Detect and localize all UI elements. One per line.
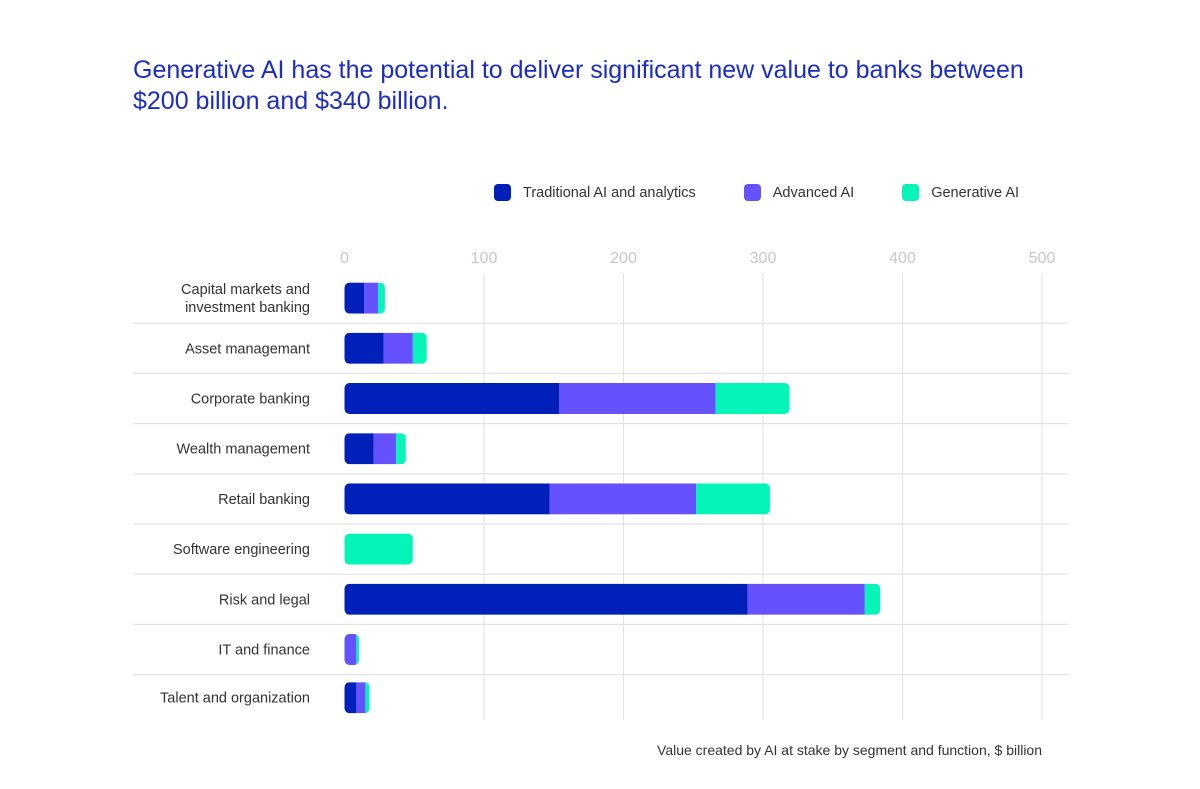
category-label: Wealth management [176,442,310,458]
category-label: Retail banking [218,492,310,508]
bar-segment-generative [356,634,360,665]
x-axis-label: Value created by AI at stake by segment … [657,742,1042,758]
category-label: Risk and legal [219,592,310,608]
bar-segment-advanced [344,634,357,665]
bar-segment-traditional [344,383,560,414]
bar-segment-advanced [549,483,697,515]
bar-segment-traditional [344,483,550,515]
bar-segment-advanced [559,383,716,414]
bar-segment-advanced [373,433,397,465]
bar-segment-traditional [344,583,748,615]
legend-swatch [494,184,511,201]
bar-segment-advanced [356,682,366,714]
bar-segment-generative [412,332,427,364]
category-label: Corporate banking [191,392,310,408]
bar-segment-generative [377,282,385,314]
legend-label: Advanced AI [772,184,855,201]
bar-segment-advanced [383,332,413,364]
bar-segment-generative [365,682,370,714]
bar-segment-traditional [344,282,365,314]
legend-swatch [743,184,761,201]
x-tick-label: 0 [340,250,349,267]
bar-group [344,634,360,665]
bar-group [344,383,790,414]
bar-segment-generative [696,483,770,515]
bar-group [344,583,881,615]
x-tick-label: 100 [471,250,498,267]
bar-segment-traditional [344,433,374,465]
legend: Traditional AI and analytics Advanced AI… [494,184,1067,201]
bar-group [344,433,406,465]
bar-group [344,282,385,314]
bar-group [344,332,427,364]
legend-label: Generative AI [931,184,1020,201]
category-label: Capital markets and [181,282,310,298]
bar-segment-traditional [344,332,384,364]
category-label: Asset managemant [185,341,310,357]
bar-segment-advanced [747,583,865,615]
legend-swatch [902,184,920,201]
category-label: IT and finance [218,643,310,659]
category-label: investment banking [185,300,310,316]
legend-label: Traditional AI and analytics [523,184,696,201]
legend-item-generative: Generative AI [902,184,1019,201]
legend-item-traditional: Traditional AI and analytics [494,184,696,201]
bar-segment-generative [396,433,406,465]
bar-group [344,682,370,714]
bar-segment-traditional [344,682,357,714]
x-tick-label: 200 [610,250,637,267]
bar-group [344,483,770,515]
category-label: Software engineering [173,542,310,558]
bar-segment-advanced [364,282,378,314]
chart-title: Generative AI has the potential to deliv… [133,56,1024,115]
bar-segment-generative [715,383,790,414]
category-label: Talent and organization [160,691,310,707]
bar-group [344,533,413,565]
legend-item-advanced: Advanced AI [743,184,855,201]
bar-segment-generative [344,533,413,565]
bar-segment-generative [864,583,881,615]
x-tick-label: 300 [750,250,777,267]
x-tick-label: 400 [889,250,916,267]
x-tick-label: 500 [1029,250,1056,267]
